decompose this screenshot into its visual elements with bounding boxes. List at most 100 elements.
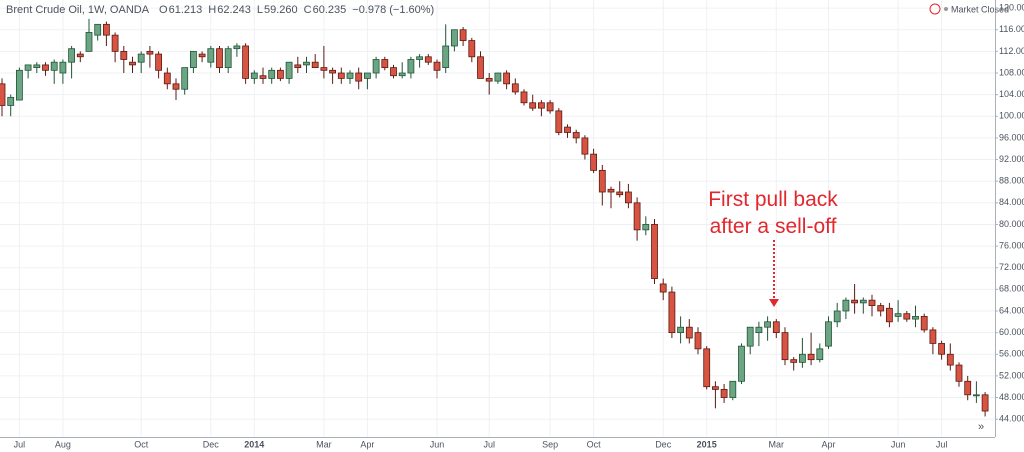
y-tick-label: 84.000 bbox=[999, 197, 1024, 207]
candle-body bbox=[503, 72, 511, 85]
candle-body bbox=[355, 72, 363, 82]
candle-body bbox=[207, 48, 215, 63]
candle-body bbox=[894, 313, 902, 317]
candles bbox=[0, 18, 989, 417]
y-tick-label: 72.000 bbox=[999, 262, 1024, 272]
candle-body bbox=[825, 321, 832, 347]
candle-body bbox=[477, 56, 484, 79]
candle-body bbox=[868, 299, 876, 306]
candle-body bbox=[329, 69, 337, 74]
readout-label: L bbox=[257, 4, 263, 16]
y-tick-label: 56.000 bbox=[999, 349, 1024, 359]
y-tick-label: 76.000 bbox=[999, 240, 1024, 250]
readout-label: C bbox=[304, 4, 312, 16]
candle-body bbox=[94, 23, 102, 36]
x-tick-label: Jul bbox=[483, 439, 495, 449]
y-tick-label: 108.000 bbox=[999, 67, 1024, 77]
readout-value: 60.235 bbox=[313, 4, 347, 16]
x-tick-label: Aug bbox=[55, 439, 71, 449]
candle-body bbox=[964, 380, 972, 396]
candle-body bbox=[633, 202, 641, 231]
y-tick-label: 104.000 bbox=[999, 89, 1024, 99]
readout-label: O bbox=[159, 4, 168, 16]
candle-body bbox=[764, 321, 771, 328]
y-tick-label: 80.000 bbox=[999, 219, 1024, 229]
candle-body bbox=[68, 48, 75, 63]
annotation: after a sell-off bbox=[710, 215, 837, 238]
candle-body bbox=[651, 224, 658, 279]
y-tick-label: 92.000 bbox=[999, 154, 1024, 164]
y-tick-label: 48.000 bbox=[999, 392, 1024, 402]
candle-body bbox=[886, 307, 893, 323]
candle-body bbox=[155, 53, 163, 71]
candle-body bbox=[755, 326, 763, 334]
y-tick-label: 96.000 bbox=[999, 132, 1024, 142]
x-tick-label: 2014 bbox=[244, 439, 264, 449]
candle-body bbox=[372, 59, 380, 74]
x-tick-label: Jul bbox=[936, 439, 948, 449]
candle-body bbox=[842, 299, 850, 312]
candle-body bbox=[450, 29, 458, 47]
candle-body bbox=[320, 67, 328, 71]
candle-body bbox=[877, 305, 885, 312]
y-tick-label: 116.000 bbox=[999, 24, 1024, 34]
candle-body bbox=[694, 332, 702, 350]
candle-body bbox=[0, 83, 6, 106]
readout-label: H bbox=[208, 4, 216, 16]
candle-body bbox=[642, 224, 650, 231]
candle-body bbox=[59, 61, 67, 74]
candle-body bbox=[442, 45, 450, 69]
candle-body bbox=[216, 48, 223, 69]
x-tick-label: Mar bbox=[316, 439, 332, 449]
candle-body bbox=[807, 353, 815, 361]
candle-body bbox=[181, 67, 189, 90]
candle-body bbox=[555, 110, 563, 133]
candle-body bbox=[276, 69, 284, 79]
candle-body bbox=[50, 61, 58, 71]
x-tick-label: Mar bbox=[769, 439, 785, 449]
candle-body bbox=[459, 29, 467, 41]
candle-body bbox=[920, 315, 928, 331]
candle-body bbox=[224, 48, 232, 69]
candle-body bbox=[485, 78, 493, 82]
candle-body bbox=[625, 191, 632, 204]
candle-body bbox=[581, 137, 589, 155]
candle-body bbox=[520, 91, 528, 104]
candle-body bbox=[7, 96, 15, 106]
candle-body bbox=[598, 169, 606, 193]
candle-body bbox=[572, 132, 580, 139]
candle-body bbox=[346, 72, 354, 79]
candle-body bbox=[816, 348, 824, 361]
scroll-button[interactable]: » bbox=[978, 421, 984, 433]
candle-body bbox=[833, 310, 841, 323]
x-tick-label: Jun bbox=[430, 439, 445, 449]
candle-body bbox=[712, 386, 719, 390]
candle-body bbox=[268, 69, 276, 79]
candle-body bbox=[198, 53, 206, 58]
candle-body bbox=[285, 61, 293, 79]
candle-body bbox=[468, 40, 476, 58]
candle-body bbox=[668, 291, 676, 334]
candle-body bbox=[137, 53, 145, 63]
readout-value: 62.243 bbox=[217, 4, 251, 16]
annotation-arrowhead bbox=[769, 299, 779, 307]
candle-body bbox=[33, 64, 41, 69]
candle-body bbox=[781, 332, 789, 361]
candle-body bbox=[381, 59, 389, 69]
candle-body bbox=[303, 61, 310, 66]
candle-body bbox=[390, 67, 397, 77]
market-status: Market Closed bbox=[951, 4, 1009, 14]
candle-body bbox=[337, 72, 345, 79]
status-icon bbox=[929, 3, 941, 15]
readout-value: 59.260 bbox=[264, 4, 298, 16]
y-tick-label: 88.000 bbox=[999, 176, 1024, 186]
x-tick-label: Sep bbox=[542, 439, 558, 449]
candle-body bbox=[981, 394, 989, 412]
candle-body bbox=[433, 61, 441, 71]
candle-body bbox=[511, 83, 519, 93]
y-tick-label: 68.000 bbox=[999, 284, 1024, 294]
annotation: First pull back bbox=[708, 188, 838, 211]
readout-change: −0.978 (−1.60%) bbox=[352, 4, 434, 16]
candle-body bbox=[233, 45, 241, 50]
x-tick-label: Dec bbox=[203, 439, 220, 449]
